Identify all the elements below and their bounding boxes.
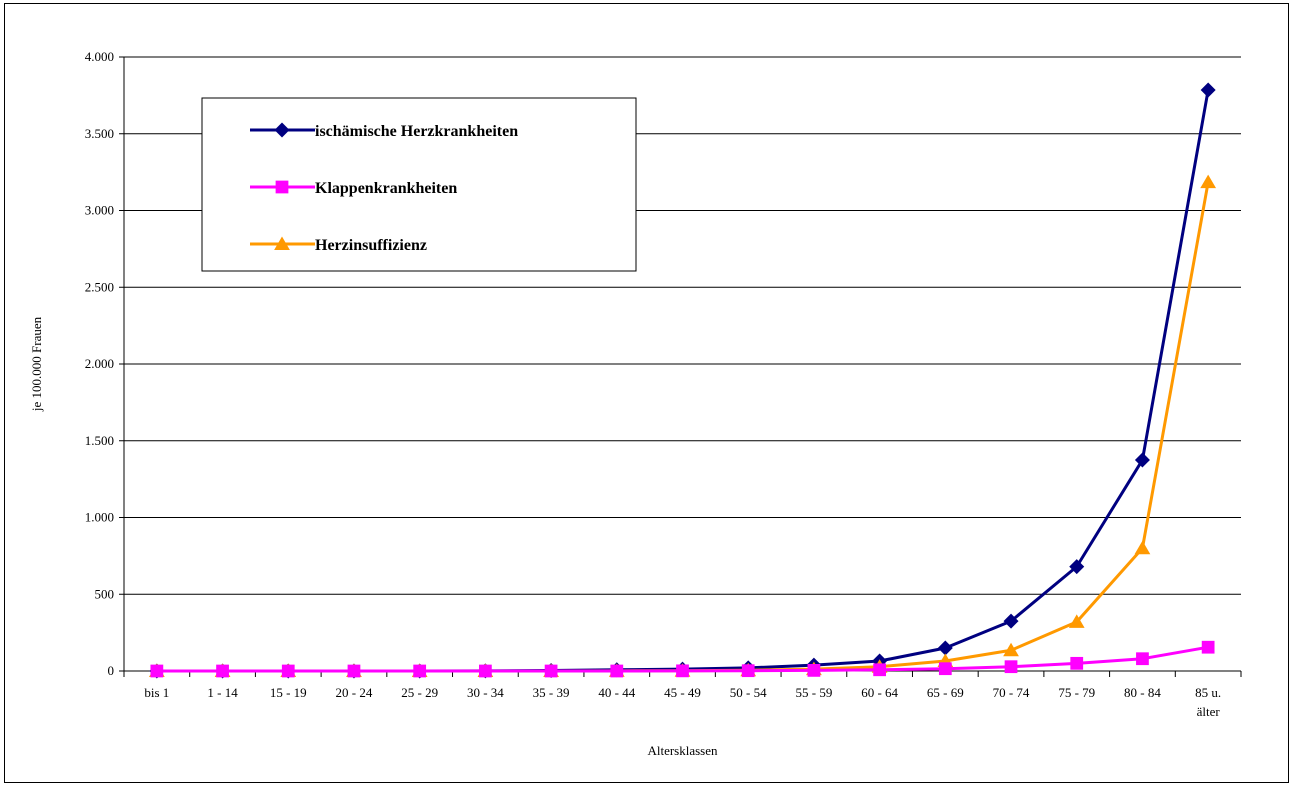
x-tick-label: 25 - 29 [401,685,438,700]
data-point [1200,82,1216,98]
x-tick-label: 1 - 14 [207,685,238,700]
legend: ischämische Herzkrankheiten Klappenkrankh… [201,97,637,272]
data-point [150,664,164,678]
x-tick-label: 40 - 44 [598,685,635,700]
y-tick-label: 500 [95,586,115,601]
y-tick-label: 0 [108,663,115,678]
x-tick-label: 80 - 84 [1124,685,1161,700]
data-point [1201,640,1215,654]
y-tick-label: 2.500 [85,279,114,294]
data-point [281,664,295,678]
data-point [610,664,624,678]
legend-marker [274,236,290,250]
data-point [479,664,492,678]
x-tick-label: 35 - 39 [533,685,570,700]
data-point [413,664,427,678]
y-tick-label: 4.000 [85,49,114,64]
x-tick-label: 85 u. älter [1195,685,1221,719]
x-tick-label: 20 - 24 [336,685,373,700]
data-point [937,640,953,656]
y-tick-label: 1.000 [85,510,114,525]
data-point [544,664,558,678]
x-tick-label: bis 1 [144,685,169,700]
x-axis-title: Altersklassen [647,743,718,758]
data-point [938,662,952,676]
x-tick-label: 55 - 59 [795,685,832,700]
data-point [1070,656,1084,670]
series-1 [150,640,1215,678]
data-point [1003,642,1019,657]
legend-label: Herzinsuffizienz [315,237,427,254]
data-point [741,664,755,678]
data-point [1200,174,1217,189]
x-tick-label: 15 - 19 [270,685,307,700]
grid-lines [124,56,1241,595]
legend-label: ischämische Herzkrankheiten [315,123,518,140]
x-tick-label: 50 - 54 [730,685,767,700]
x-tick-label: 75 - 79 [1058,685,1095,700]
x-axis-ticks: bis 1 1 - 14 15 - 19 20 - 24 25 - 29 30 - 34 3… [123,671,1242,719]
y-tick-label: 3.000 [85,203,114,218]
y-tick-label: 2.000 [85,356,114,371]
x-tick-label: 70 - 74 [993,685,1030,700]
legend-entry: ischämische Herzkrankheiten [250,122,518,140]
series-layer [148,82,1217,679]
y-tick-label: 3.500 [85,126,114,141]
data-point [347,664,361,678]
y-axis-ticks: 0 500 1.000 1.500 2.000 2.500 3.000 3.500 4.000 [85,49,124,678]
x-tick-label: 65 - 69 [927,685,964,700]
x-tick-label: 60 - 64 [861,685,898,700]
data-point [1068,614,1085,628]
data-point [873,663,886,677]
legend-marker [274,122,290,138]
y-axis-title: je 100.000 Frauen [29,316,44,412]
x-tick-label: 30 - 34 [467,685,504,700]
data-point [1134,452,1150,468]
data-point [1134,540,1151,555]
data-point [1069,559,1085,575]
legend-label: Klappenkrankheiten [315,180,457,197]
y-tick-label: 1.500 [85,433,114,448]
legend-marker [275,180,289,194]
data-point [216,664,229,678]
legend-entry: Klappenkrankheiten [250,180,457,197]
x-tick-label: 45 - 49 [664,685,701,700]
data-point [1003,613,1019,629]
data-point [807,664,821,677]
data-point [1004,660,1018,674]
data-point [676,664,689,678]
data-point [1136,652,1149,666]
legend-entry: Herzinsuffizienz [250,236,427,254]
legend-box [201,97,637,272]
